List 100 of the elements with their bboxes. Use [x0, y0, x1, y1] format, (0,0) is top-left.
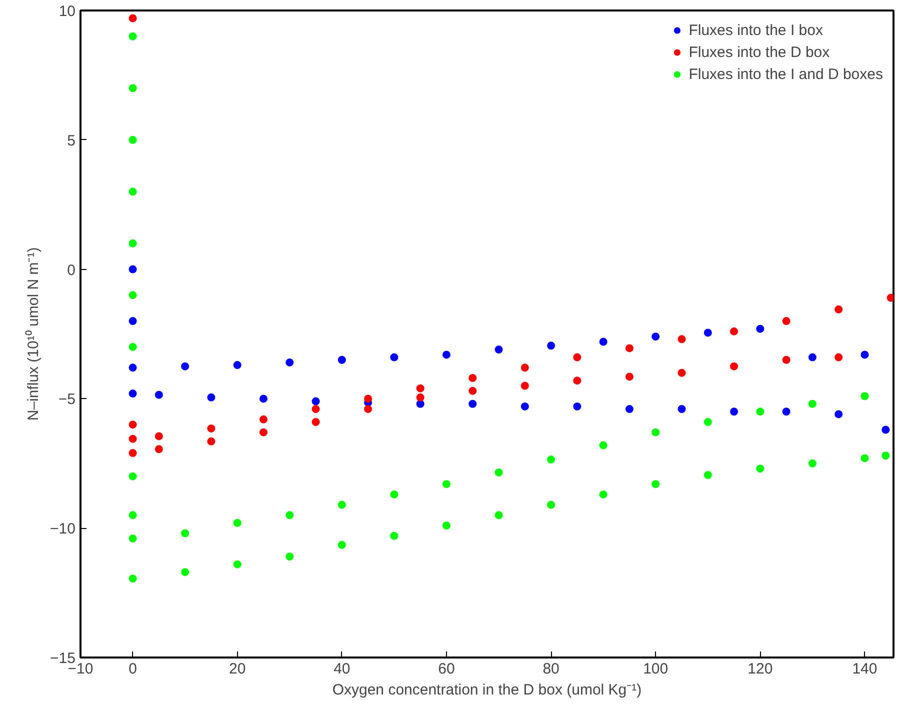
x-tick-label: 120: [748, 660, 773, 678]
point: [730, 327, 738, 336]
point: [547, 500, 556, 509]
point: [678, 405, 686, 414]
point: [520, 382, 529, 390]
point: [494, 468, 503, 476]
point: [128, 239, 137, 248]
point: [128, 14, 137, 22]
point: [312, 418, 320, 426]
point: [312, 405, 320, 414]
point: [233, 560, 242, 568]
point: [442, 522, 450, 530]
point: [128, 32, 137, 40]
point: [286, 552, 294, 561]
point: [128, 434, 137, 443]
point: [494, 346, 503, 354]
point: [128, 574, 137, 583]
point: [128, 390, 137, 398]
point: [338, 540, 346, 549]
point: [128, 420, 137, 429]
point: [181, 568, 190, 576]
point: [286, 358, 294, 366]
point: [364, 394, 372, 403]
point: [882, 426, 890, 434]
point: [886, 294, 894, 302]
point: [390, 532, 398, 540]
legend-label: Fluxes into the I box: [688, 22, 823, 38]
point: [808, 459, 816, 468]
point: [233, 361, 242, 370]
point: [181, 529, 190, 538]
point: [442, 350, 450, 359]
legend-label: Fluxes into the D box: [688, 44, 830, 60]
point: [390, 490, 398, 498]
point: [468, 400, 477, 408]
point: [730, 362, 738, 370]
point: [520, 364, 529, 372]
point: [259, 394, 268, 403]
point: [259, 428, 268, 436]
point: [416, 400, 424, 408]
point: [599, 338, 608, 346]
point: [207, 437, 216, 446]
point: [834, 353, 843, 362]
point: [207, 393, 216, 402]
point: [128, 364, 137, 372]
x-tick-label: 60: [438, 660, 455, 678]
point: [782, 317, 790, 326]
point: [678, 368, 686, 377]
point: [259, 415, 268, 424]
point: [652, 480, 660, 488]
point: [599, 441, 608, 450]
point: [860, 392, 869, 400]
x-tick-label: 100: [643, 660, 668, 678]
point: [599, 490, 608, 498]
point: [678, 335, 686, 344]
point: [128, 511, 137, 520]
point: [808, 353, 816, 362]
point: [338, 500, 346, 509]
point: [834, 305, 843, 314]
point: [782, 408, 790, 416]
point: [468, 386, 477, 395]
point: [128, 342, 137, 351]
y-tick-label: 5: [67, 132, 76, 150]
y-tick-label: −10: [50, 520, 76, 538]
point: [573, 376, 582, 385]
point: [312, 397, 320, 406]
x-tick-label: 80: [542, 660, 560, 678]
x-tick-label: 20: [229, 660, 246, 678]
point: [652, 332, 660, 341]
x-tick-label: 140: [852, 660, 878, 678]
point: [494, 511, 503, 520]
x-tick-label: 40: [334, 660, 350, 678]
point: [442, 480, 450, 488]
point: [756, 324, 764, 333]
point: [704, 418, 712, 426]
point: [573, 402, 582, 410]
point: [128, 317, 137, 326]
point: [233, 518, 242, 527]
x-tick-label: 0: [128, 660, 137, 678]
point: [730, 408, 738, 416]
point: [128, 449, 137, 458]
x-axis-title: Oxygen concentration in the D box (umol Kg⁻¹): [332, 682, 642, 698]
point: [625, 405, 634, 414]
point: [808, 400, 816, 408]
legend-label: Fluxes into the I and D boxes: [688, 66, 883, 82]
point: [834, 410, 843, 418]
point: [547, 456, 556, 464]
point: [128, 534, 137, 542]
point: [520, 402, 529, 410]
point: [756, 464, 764, 473]
point: [181, 362, 190, 370]
point: [128, 84, 137, 92]
point: [756, 408, 764, 416]
y-tick-label: −15: [50, 650, 76, 667]
point: [547, 342, 556, 350]
point: [128, 265, 137, 274]
point: [128, 472, 137, 480]
point: [128, 291, 137, 300]
point: [207, 424, 216, 432]
point: [652, 428, 660, 436]
point: [364, 405, 372, 414]
